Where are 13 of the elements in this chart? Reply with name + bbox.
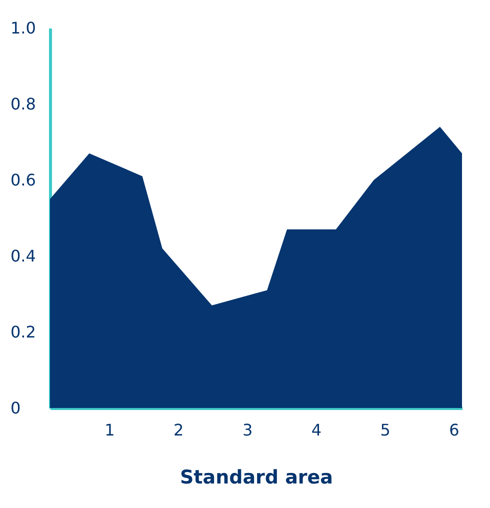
x-tick-label: 1 [104, 420, 115, 440]
y-tick-label: 0.6 [10, 170, 36, 190]
y-tick-label: 1.0 [10, 18, 36, 38]
y-tick-label: 0.4 [10, 246, 36, 266]
x-tick-label: 4 [311, 420, 322, 440]
y-tick-label: 0.2 [10, 322, 36, 342]
x-tick-label: 3 [242, 420, 253, 440]
x-tick-label: 2 [174, 420, 184, 440]
y-tick-label: 0.8 [10, 94, 36, 114]
x-tick-label: 6 [449, 420, 460, 440]
y-tick-label: 0 [10, 398, 21, 418]
x-axis-title: Standard area [180, 466, 334, 488]
x-tick-label: 5 [380, 420, 390, 440]
